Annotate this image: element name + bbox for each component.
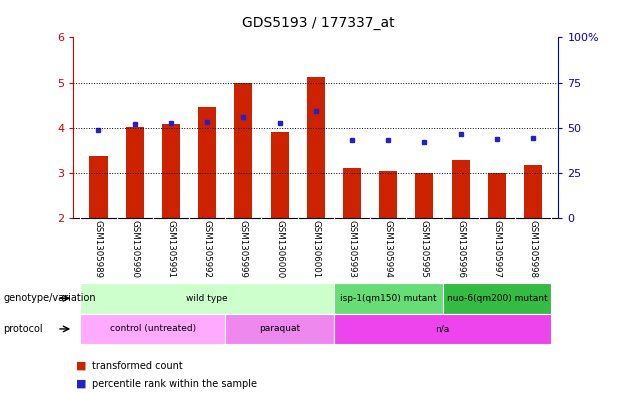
Text: percentile rank within the sample: percentile rank within the sample xyxy=(92,378,257,389)
Bar xyxy=(225,314,334,344)
Bar xyxy=(334,283,443,314)
Bar xyxy=(270,132,289,218)
Bar xyxy=(162,124,180,218)
Text: paraquat: paraquat xyxy=(259,325,300,333)
Bar xyxy=(343,168,361,218)
Bar xyxy=(452,160,469,218)
Bar xyxy=(488,173,506,218)
Text: GSM1305989: GSM1305989 xyxy=(94,220,103,278)
Text: isp-1(qm150) mutant: isp-1(qm150) mutant xyxy=(340,294,436,303)
Text: ■: ■ xyxy=(76,361,87,371)
Text: GSM1305990: GSM1305990 xyxy=(130,220,139,278)
Text: control (untreated): control (untreated) xyxy=(110,325,196,333)
Text: n/a: n/a xyxy=(436,325,450,333)
Text: GSM1305996: GSM1305996 xyxy=(456,220,465,278)
Text: GSM1305998: GSM1305998 xyxy=(529,220,537,278)
Bar xyxy=(524,165,542,218)
Bar xyxy=(90,156,107,218)
Text: transformed count: transformed count xyxy=(92,361,183,371)
Text: GSM1305991: GSM1305991 xyxy=(167,220,176,278)
Text: GSM1306000: GSM1306000 xyxy=(275,220,284,278)
Bar xyxy=(443,283,551,314)
Text: GSM1305997: GSM1305997 xyxy=(492,220,501,278)
Bar xyxy=(80,283,334,314)
Text: GSM1305999: GSM1305999 xyxy=(239,220,248,278)
Text: genotype/variation: genotype/variation xyxy=(3,293,96,303)
Text: protocol: protocol xyxy=(3,324,43,334)
Text: GSM1305993: GSM1305993 xyxy=(347,220,357,278)
Bar xyxy=(307,77,325,218)
Bar xyxy=(415,173,434,218)
Text: nuo-6(qm200) mutant: nuo-6(qm200) mutant xyxy=(446,294,547,303)
Text: wild type: wild type xyxy=(186,294,228,303)
Bar xyxy=(198,107,216,218)
Text: ■: ■ xyxy=(76,378,87,389)
Bar xyxy=(126,127,144,218)
Text: GSM1305995: GSM1305995 xyxy=(420,220,429,278)
Bar xyxy=(234,83,252,218)
Text: GSM1306001: GSM1306001 xyxy=(311,220,321,278)
Bar xyxy=(334,314,551,344)
Text: GDS5193 / 177337_at: GDS5193 / 177337_at xyxy=(242,16,394,30)
Text: GSM1305994: GSM1305994 xyxy=(384,220,392,278)
Bar xyxy=(379,171,398,218)
Text: GSM1305992: GSM1305992 xyxy=(203,220,212,278)
Bar xyxy=(80,314,225,344)
